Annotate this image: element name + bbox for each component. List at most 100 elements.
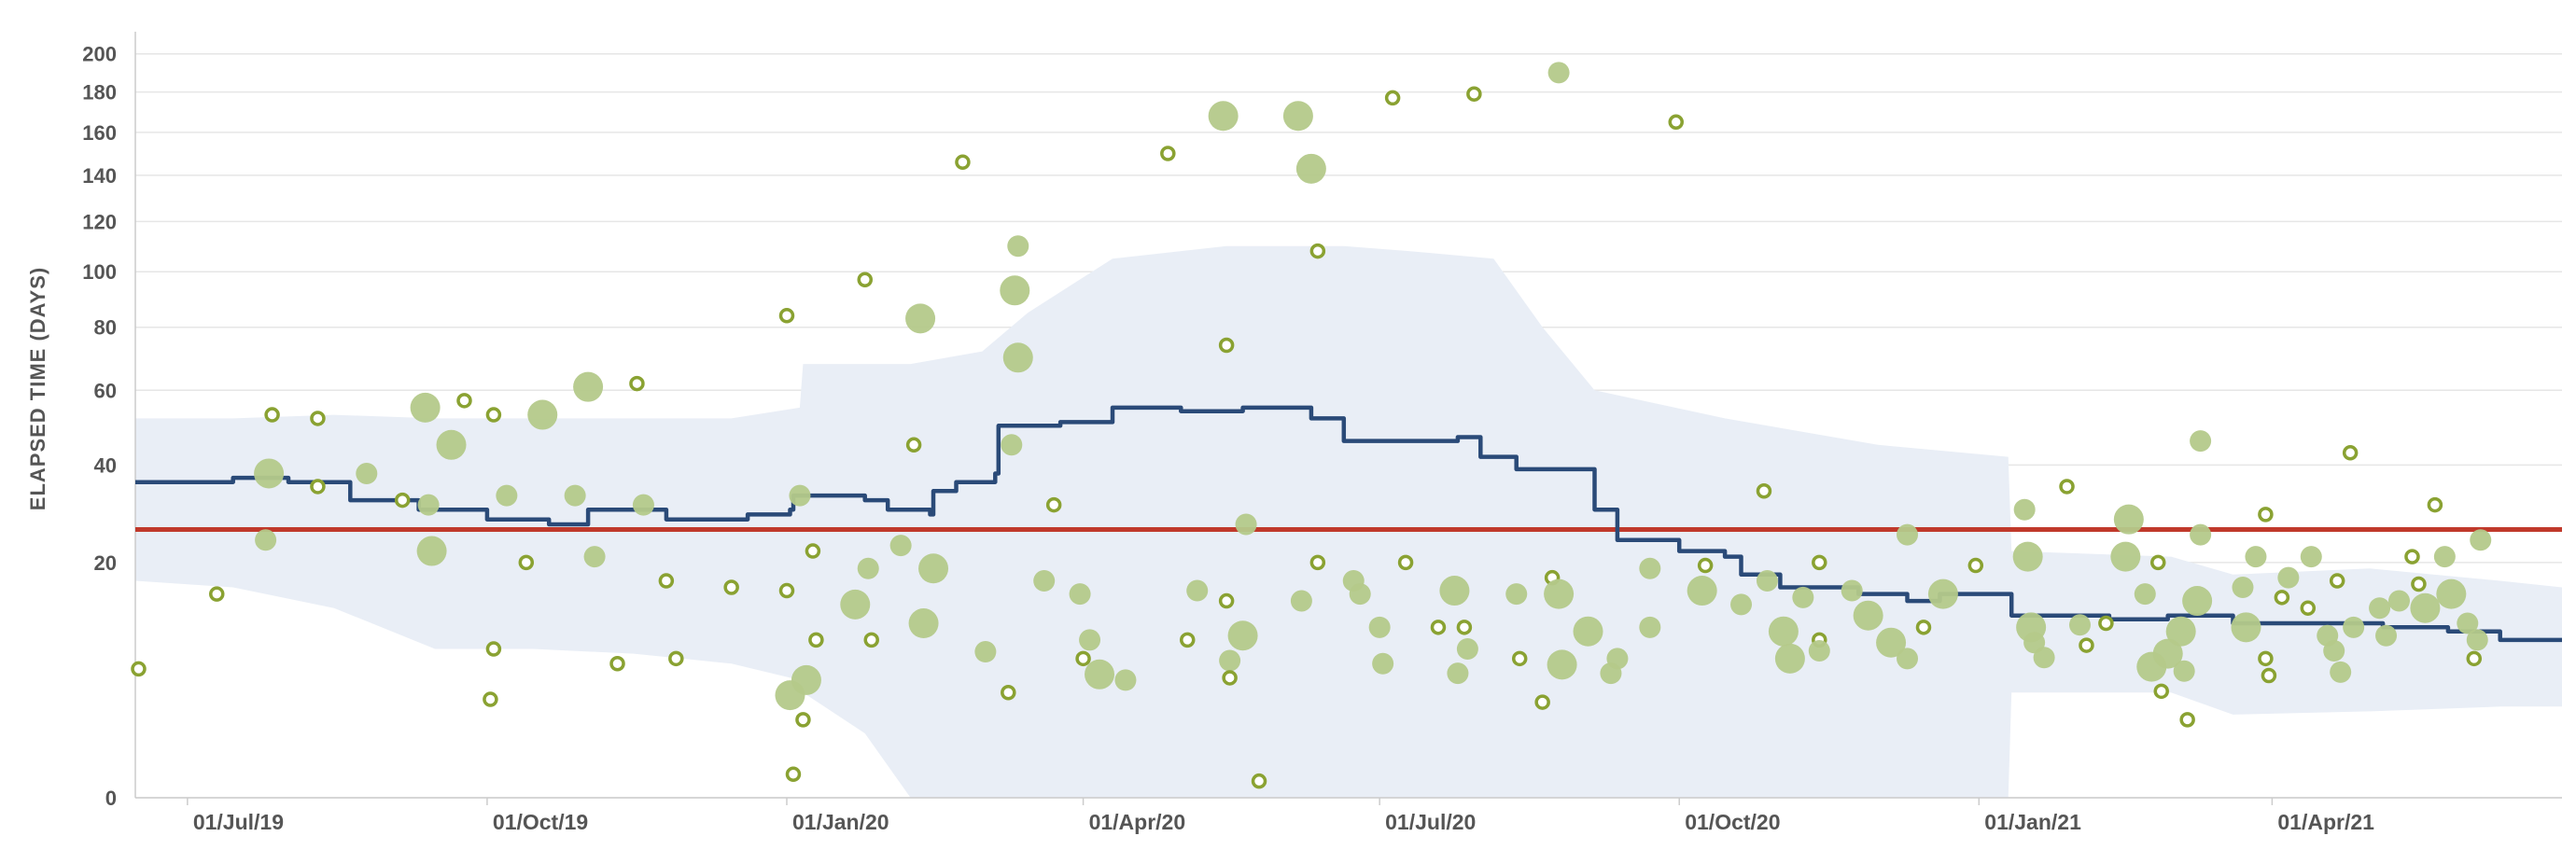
data-point <box>1511 650 1528 667</box>
data-point <box>1573 616 1603 647</box>
data-point <box>1730 593 1753 616</box>
data-point <box>1639 557 1661 579</box>
data-point <box>310 479 326 495</box>
data-point <box>857 557 879 579</box>
data-point <box>863 632 879 648</box>
data-point <box>356 462 378 484</box>
data-point <box>1756 570 1778 592</box>
data-point <box>840 589 871 620</box>
data-point <box>583 546 606 568</box>
data-point <box>629 375 645 392</box>
data-point <box>2152 638 2183 669</box>
data-point <box>2375 624 2398 647</box>
data-point <box>1639 616 1661 638</box>
data-point <box>1309 554 1326 571</box>
data-point <box>1456 620 1473 635</box>
percentile-band-area <box>135 245 2562 798</box>
data-point <box>2013 498 2036 521</box>
data-point <box>795 712 811 728</box>
data-point <box>2342 445 2359 461</box>
data-point <box>1372 652 1394 675</box>
data-point <box>2033 647 2055 669</box>
data-point <box>1282 101 1313 132</box>
data-point <box>1697 557 1714 574</box>
data-point <box>1218 337 1235 354</box>
data-point <box>2433 546 2456 568</box>
y-tick-label: 60 <box>94 379 117 402</box>
data-point <box>2274 590 2290 606</box>
data-point <box>1456 638 1478 661</box>
data-point <box>485 407 502 423</box>
data-point <box>527 399 558 430</box>
data-point <box>785 766 802 783</box>
y-tick-label: 40 <box>94 453 117 477</box>
data-point <box>417 494 440 516</box>
x-tick-label: 01/Apr/21 <box>2277 810 2374 834</box>
data-point <box>1186 579 1209 602</box>
data-point <box>2369 597 2391 620</box>
data-point <box>791 664 821 695</box>
data-point <box>2258 650 2274 667</box>
data-point <box>2179 712 2195 728</box>
data-point <box>632 494 654 516</box>
data-point <box>208 586 225 602</box>
y-tick-label: 160 <box>82 121 117 145</box>
data-point <box>1002 342 1033 373</box>
x-tick-label: 01/Oct/20 <box>1685 810 1780 834</box>
data-point <box>2059 479 2075 495</box>
data-points <box>131 62 2492 789</box>
data-point <box>518 554 535 571</box>
data-point <box>1466 86 1482 102</box>
data-point <box>974 641 997 663</box>
data-point <box>668 650 684 667</box>
data-point <box>1756 483 1772 499</box>
y-tick-label: 180 <box>82 81 117 105</box>
data-point <box>2466 650 2483 667</box>
data-point <box>1235 513 1257 536</box>
data-point <box>2165 616 2196 647</box>
data-point <box>2427 496 2443 513</box>
data-point <box>1547 649 1577 680</box>
data-point <box>905 303 936 334</box>
data-point <box>2277 566 2300 589</box>
data-point <box>1534 694 1550 710</box>
data-point <box>1430 620 1447 635</box>
data-point <box>2149 554 2166 571</box>
data-point <box>1397 554 1414 571</box>
data-point <box>1001 434 1023 456</box>
y-tick-label: 120 <box>82 210 117 233</box>
data-point <box>394 492 411 509</box>
data-point <box>564 484 586 507</box>
data-point <box>918 553 949 584</box>
data-point <box>2190 523 2212 546</box>
data-point <box>2098 615 2114 632</box>
data-point <box>2411 576 2427 592</box>
data-point <box>2436 578 2467 609</box>
data-point <box>496 484 518 507</box>
data-point <box>2330 661 2352 683</box>
percentile-band <box>135 245 2562 798</box>
data-point <box>456 393 472 409</box>
data-point <box>2012 541 2043 572</box>
data-point <box>2388 590 2411 612</box>
data-point <box>1687 576 1717 606</box>
data-point <box>778 582 795 599</box>
data-point <box>2134 583 2156 606</box>
data-point <box>857 272 873 287</box>
data-point <box>2323 640 2345 662</box>
y-tick-label: 100 <box>82 260 117 284</box>
data-point <box>1085 659 1115 690</box>
rolling-average-path <box>135 405 2562 643</box>
data-point <box>1841 579 1863 602</box>
data-point <box>131 661 147 677</box>
data-point <box>955 154 971 171</box>
data-point <box>1045 496 1062 513</box>
data-point <box>1768 616 1799 647</box>
data-point <box>1160 146 1176 161</box>
x-tick-label: 01/Oct/19 <box>493 810 588 834</box>
data-point <box>1384 90 1401 106</box>
data-point <box>2079 637 2094 653</box>
data-point <box>2343 616 2365 638</box>
data-point <box>1774 643 1805 674</box>
data-point <box>1079 629 1101 651</box>
